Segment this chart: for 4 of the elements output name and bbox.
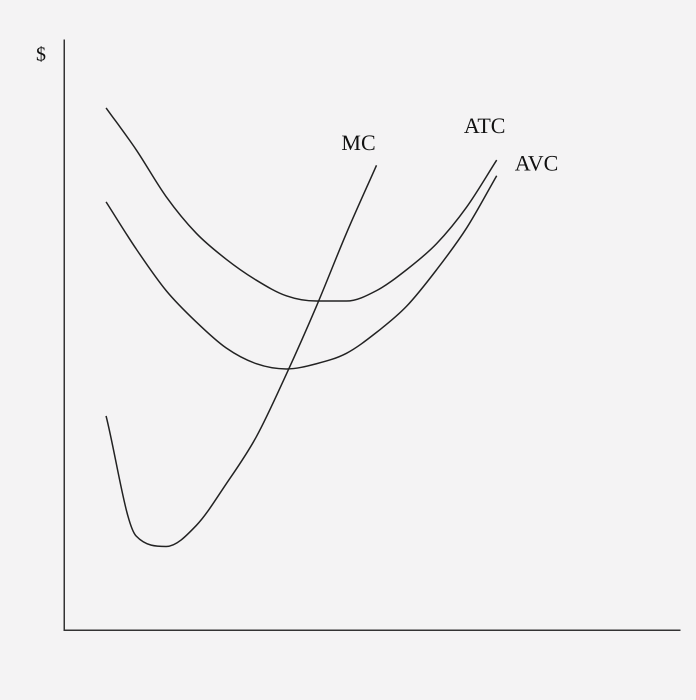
- series-label: ATC: [464, 112, 506, 138]
- series-label: AVC: [514, 150, 558, 176]
- series-label: MC: [341, 130, 376, 156]
- y-axis-title: $: [36, 43, 46, 66]
